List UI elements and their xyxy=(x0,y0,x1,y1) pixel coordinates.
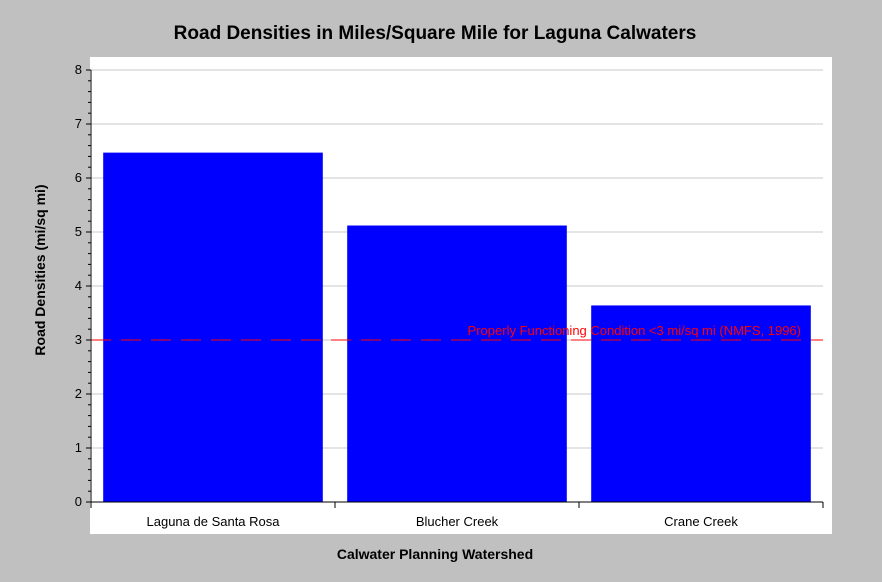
x-tick-labels: Laguna de Santa Rosa Blucher Creek Crane C… xyxy=(147,514,739,529)
y-tick-labels: 0 1 2 3 4 5 6 7 8 xyxy=(75,62,82,509)
y-tick-label: 7 xyxy=(75,116,82,131)
chart-title: Road Densities in Miles/Square Mile for … xyxy=(174,23,697,44)
bar xyxy=(591,305,811,502)
x-tick-label: Crane Creek xyxy=(664,514,738,529)
x-axis-label: Calwater Planning Watershed xyxy=(337,546,533,562)
bar xyxy=(347,225,567,502)
y-tick-label: 0 xyxy=(75,494,82,509)
x-tick-label: Blucher Creek xyxy=(416,514,499,529)
x-tick-label: Laguna de Santa Rosa xyxy=(147,514,281,529)
reference-line-group: Properly Functioning Condition <3 mi/sq … xyxy=(91,323,823,341)
reference-line-label: Properly Functioning Condition <3 mi/sq … xyxy=(468,323,801,338)
y-tick-label: 6 xyxy=(75,170,82,185)
axes xyxy=(86,69,824,508)
y-tick-label: 5 xyxy=(75,224,82,239)
y-tick-label: 1 xyxy=(75,440,82,455)
bars xyxy=(103,152,811,502)
y-tick-label: 2 xyxy=(75,386,82,401)
y-tick-label: 3 xyxy=(75,332,82,347)
y-axis-label: Road Densities (mi/sq mi) xyxy=(32,184,48,355)
y-tick-label: 4 xyxy=(75,278,82,293)
bar xyxy=(103,152,323,502)
y-tick-label: 8 xyxy=(75,62,82,77)
